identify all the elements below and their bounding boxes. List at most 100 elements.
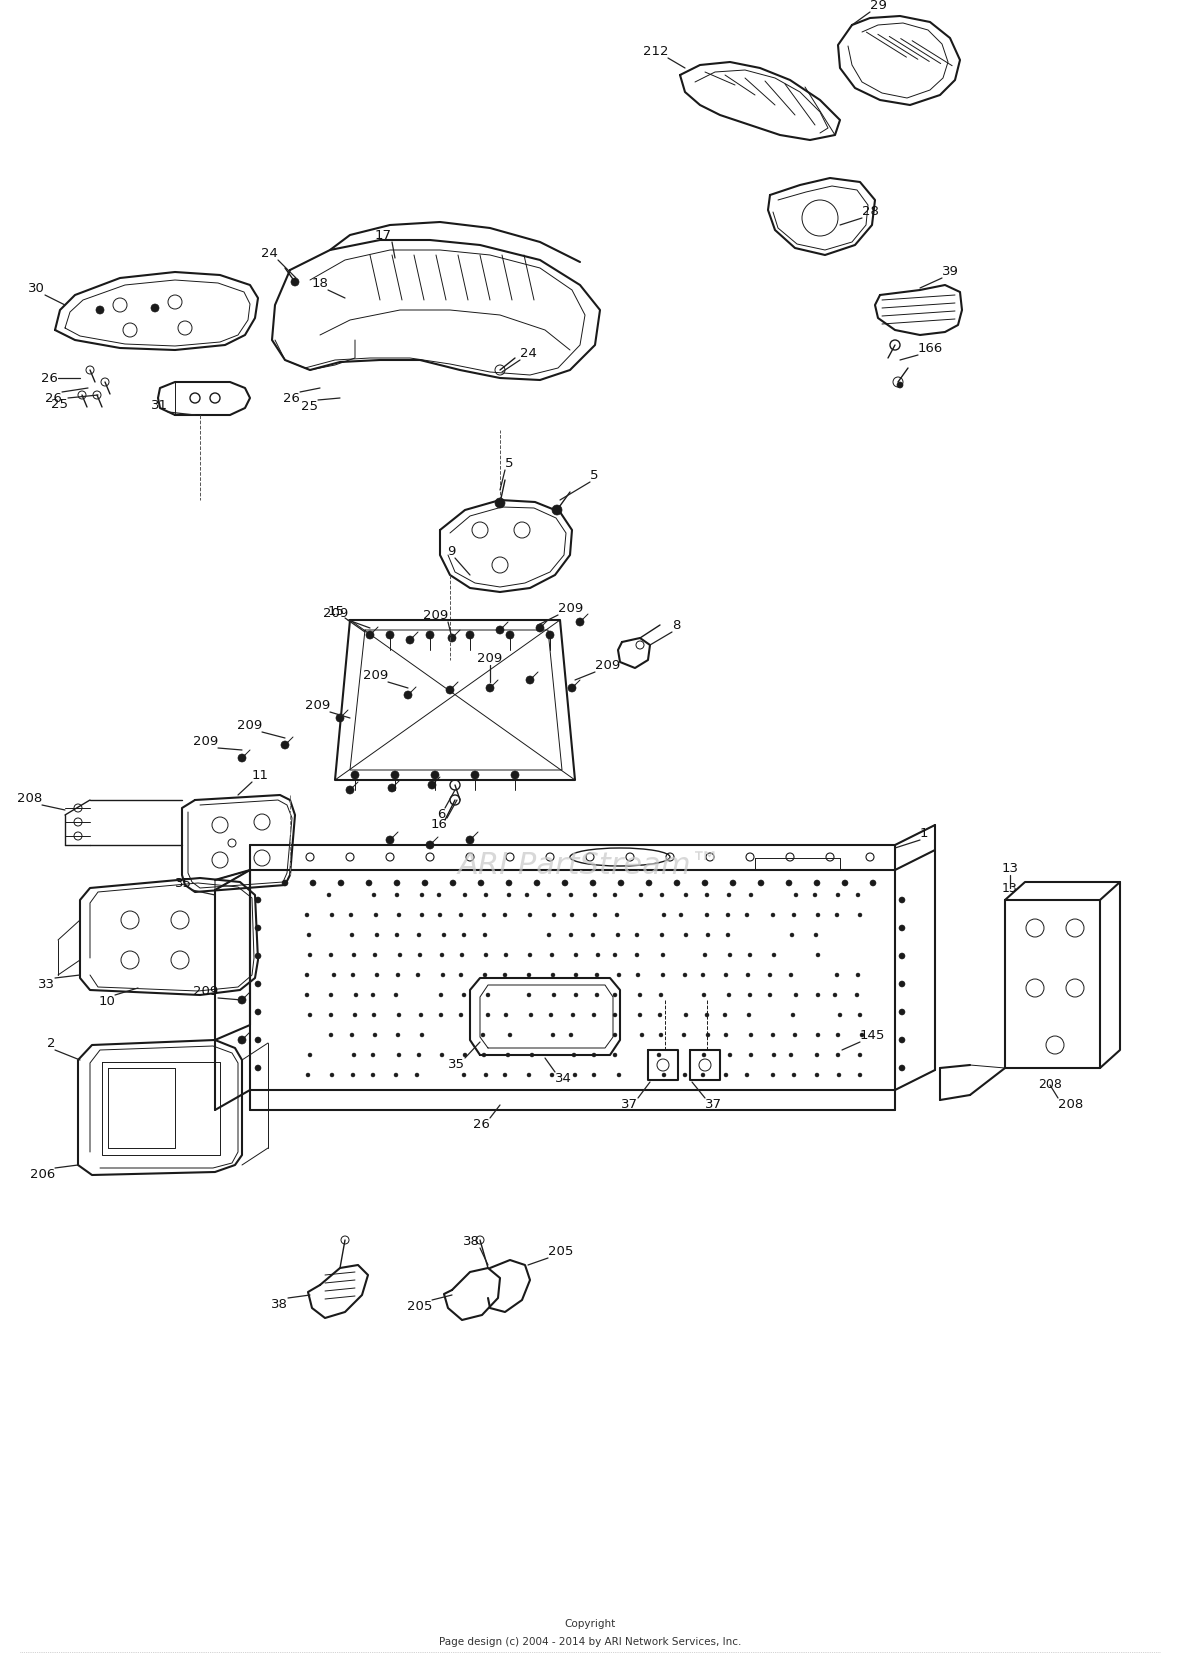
Circle shape [856,1073,860,1077]
Circle shape [396,993,401,997]
Circle shape [569,894,573,897]
Circle shape [817,953,820,957]
Circle shape [350,894,354,897]
Circle shape [238,1037,245,1043]
Text: 209: 209 [595,659,621,672]
Circle shape [419,1053,422,1057]
Circle shape [618,880,624,885]
Circle shape [834,1033,838,1037]
Circle shape [306,1053,310,1057]
Circle shape [306,993,310,997]
Circle shape [771,1013,775,1017]
Circle shape [684,953,688,957]
Circle shape [811,894,815,897]
Circle shape [814,880,820,885]
Circle shape [255,953,261,958]
Circle shape [789,1033,794,1037]
Circle shape [483,894,487,897]
Circle shape [771,914,775,917]
Circle shape [527,894,531,897]
Text: 25: 25 [51,398,68,411]
Text: 24: 24 [520,348,537,359]
Circle shape [422,880,428,885]
Circle shape [450,880,455,885]
Text: 38: 38 [463,1235,480,1248]
Circle shape [393,953,396,957]
Circle shape [527,1033,531,1037]
Circle shape [562,880,568,885]
Text: 209: 209 [422,609,448,622]
Circle shape [349,1053,353,1057]
Text: 8: 8 [671,619,681,632]
Circle shape [471,770,479,779]
Circle shape [438,993,442,997]
Circle shape [704,894,709,897]
Circle shape [636,914,640,917]
Circle shape [308,973,312,977]
Circle shape [525,973,529,977]
Circle shape [706,953,710,957]
Circle shape [750,953,754,957]
Circle shape [481,1033,485,1037]
Text: 29: 29 [870,0,887,12]
Circle shape [640,973,643,977]
Circle shape [328,1033,332,1037]
Text: 205: 205 [407,1300,432,1313]
Text: Page design (c) 2004 - 2014 by ARI Network Services, Inc.: Page design (c) 2004 - 2014 by ARI Netwo… [439,1637,741,1647]
Circle shape [684,973,688,977]
Text: 37: 37 [704,1098,722,1112]
Circle shape [860,914,864,917]
Circle shape [703,1073,707,1077]
Circle shape [448,634,455,642]
Circle shape [525,914,529,917]
Circle shape [835,914,839,917]
Circle shape [506,631,514,639]
Circle shape [376,993,380,997]
Circle shape [486,684,494,692]
Circle shape [310,880,316,885]
Circle shape [815,934,819,937]
Circle shape [682,1053,686,1057]
Circle shape [255,925,261,930]
Circle shape [859,934,863,937]
Circle shape [332,953,335,957]
Text: 205: 205 [548,1245,573,1258]
Circle shape [504,914,509,917]
Circle shape [396,1073,400,1077]
Circle shape [525,1053,529,1057]
Circle shape [371,1033,375,1037]
Circle shape [346,785,354,794]
Circle shape [899,1065,905,1072]
Circle shape [704,993,709,997]
Circle shape [856,973,859,977]
Circle shape [552,504,562,514]
Text: 38: 38 [271,1298,288,1311]
Circle shape [388,784,396,792]
Text: 33: 33 [38,978,55,992]
Circle shape [746,1033,750,1037]
Circle shape [568,684,576,692]
Circle shape [837,934,841,937]
Circle shape [680,1073,684,1077]
Circle shape [391,770,399,779]
Circle shape [442,1053,446,1057]
Circle shape [551,894,555,897]
Circle shape [897,383,903,388]
Circle shape [662,1053,666,1057]
Circle shape [704,1033,709,1037]
Circle shape [569,1073,573,1077]
Circle shape [459,894,463,897]
Circle shape [525,1073,529,1077]
Circle shape [660,1013,664,1017]
Circle shape [612,894,617,897]
Circle shape [794,1073,798,1077]
Circle shape [747,1073,750,1077]
Circle shape [417,973,420,977]
Circle shape [683,1033,687,1037]
Text: 25: 25 [301,399,317,413]
Text: 209: 209 [478,652,503,666]
Circle shape [549,1073,553,1077]
Circle shape [576,617,584,626]
Circle shape [374,1073,378,1077]
Circle shape [506,880,512,885]
